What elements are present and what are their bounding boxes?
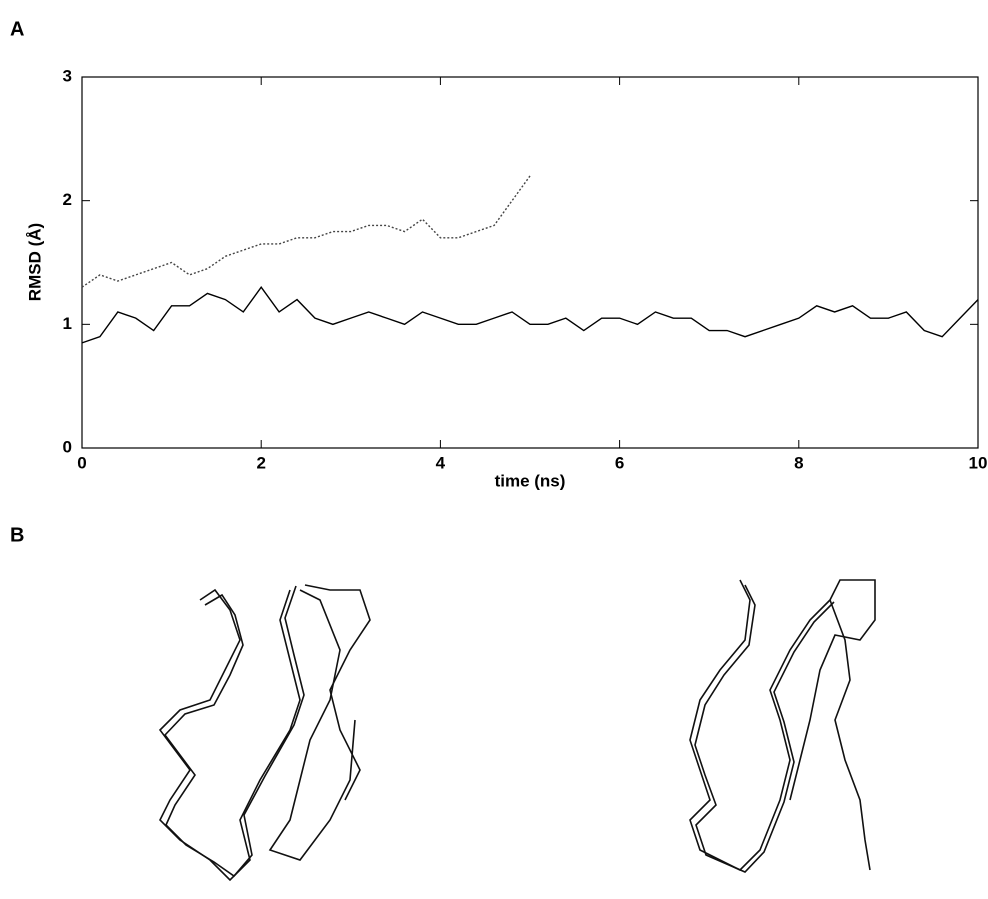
x-tick-label: 4	[436, 453, 446, 472]
y-tick-label: 0	[63, 437, 72, 456]
x-tick-label: 6	[615, 453, 624, 472]
panel-label: A	[10, 18, 24, 40]
structure-right	[689, 579, 876, 873]
y-axis-label: RMSD (Å)	[25, 223, 44, 301]
plot-frame	[81, 76, 979, 449]
data-line	[81, 286, 979, 344]
panel-label: B	[10, 524, 24, 546]
x-tick-label: 2	[256, 453, 265, 472]
y-tick-label: 1	[63, 314, 72, 333]
x-tick-label: 0	[77, 453, 86, 472]
structure-left	[158, 584, 371, 882]
x-tick-label: 10	[969, 453, 988, 472]
data-line	[81, 175, 531, 288]
y-tick-label: 3	[63, 66, 72, 85]
x-axis-label: time (ns)	[495, 471, 566, 490]
y-tick-label: 2	[63, 190, 72, 209]
x-tick-label: 8	[794, 453, 803, 472]
